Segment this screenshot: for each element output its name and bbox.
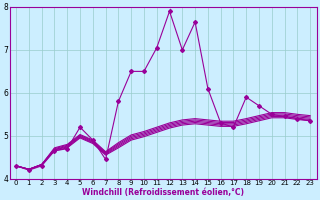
X-axis label: Windchill (Refroidissement éolien,°C): Windchill (Refroidissement éolien,°C) <box>82 188 244 197</box>
